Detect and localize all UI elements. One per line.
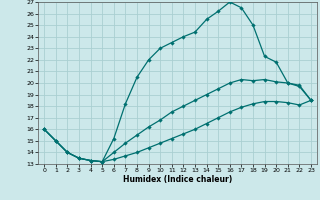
X-axis label: Humidex (Indice chaleur): Humidex (Indice chaleur) xyxy=(123,175,232,184)
